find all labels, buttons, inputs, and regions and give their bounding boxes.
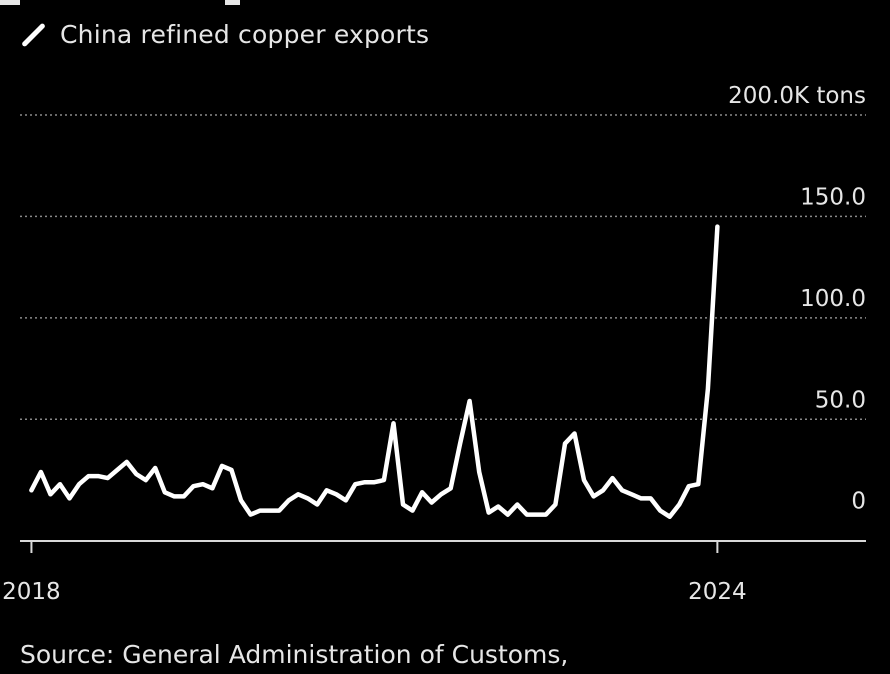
y-tick-label: 0 bbox=[851, 489, 866, 515]
source-note: Source: General Administration of Custom… bbox=[20, 640, 569, 669]
chart-legend: China refined copper exports bbox=[20, 18, 429, 50]
series-line bbox=[29, 224, 720, 519]
y-tick-label: 100.0 bbox=[800, 286, 866, 312]
x-tick-label: 2018 bbox=[2, 579, 61, 605]
y-tick-label: 200.0K tons bbox=[728, 83, 866, 109]
y-tick-label: 50.0 bbox=[815, 387, 866, 413]
x-tick-label: 2024 bbox=[688, 579, 747, 605]
legend-label: China refined copper exports bbox=[60, 19, 430, 49]
cropped-title-fragment bbox=[0, 0, 240, 10]
y-tick-label: 150.0 bbox=[800, 184, 866, 210]
